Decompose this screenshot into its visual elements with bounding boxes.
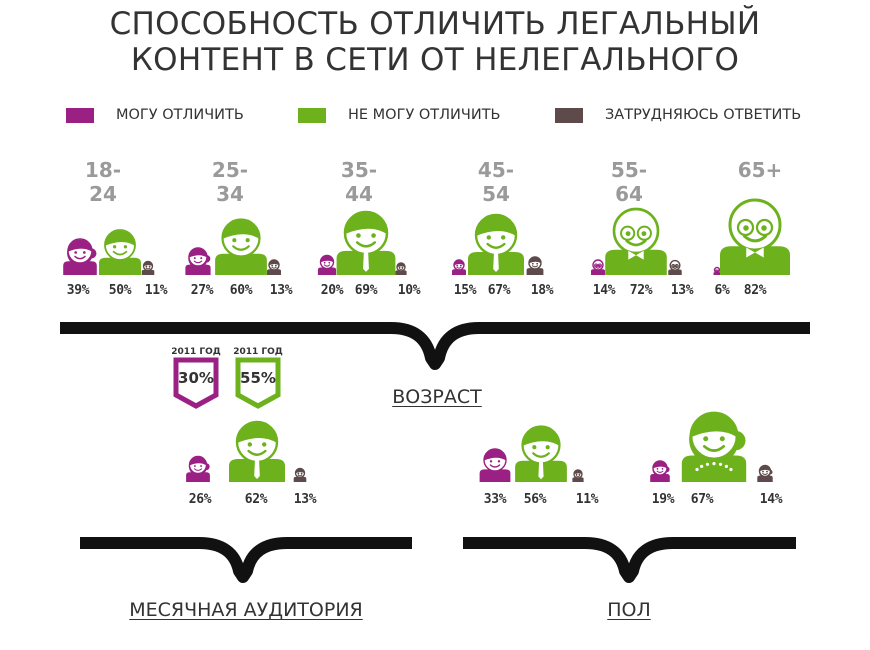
legend-swatch-green <box>298 107 326 123</box>
legend-swatch-purple <box>66 107 94 123</box>
person-55-64-unsure <box>668 259 682 275</box>
pct-female-can: 19% <box>651 492 675 507</box>
person-female-unsure <box>757 464 773 482</box>
pct-55-64-unsure: 13% <box>670 283 694 298</box>
tag-2011-can-value: 30% <box>178 369 214 387</box>
pct-female-unsure: 14% <box>759 492 783 507</box>
person-55-64-can <box>591 259 605 275</box>
person-male-can <box>479 448 511 482</box>
age-label-35-44: 35-44 <box>340 158 378 206</box>
section-label-monthly: МЕСЯЧНАЯ АУДИТОРИЯ <box>129 599 363 621</box>
person-monthly-unsure <box>293 467 307 482</box>
person-45-54-cannot <box>468 213 524 275</box>
pct-55-64-cannot: 72% <box>629 283 653 298</box>
tag-2011-can-year: 2011 ГОД <box>171 347 221 357</box>
person-35-44-cannot <box>336 210 396 275</box>
person-35-44-can <box>317 254 337 275</box>
section-label-gender: ПОЛ <box>607 599 651 621</box>
pct-female-cannot: 67% <box>690 492 714 507</box>
person-65plus-cannot <box>720 198 790 275</box>
person-35-44-unsure <box>395 262 407 275</box>
tag-2011-cannot-year: 2011 ГОД <box>233 347 283 357</box>
tag-2011-cannot-value: 55% <box>240 369 276 387</box>
legend-item-unsure: ЗАТРУДНЯЮСЬ ОТВЕТИТЬ <box>555 106 801 124</box>
age-label-25-34: 25-34 <box>211 158 249 206</box>
pct-45-54-cannot: 67% <box>487 283 511 298</box>
person-monthly-can <box>186 455 210 482</box>
legend-item-can: МОГУ ОТЛИЧИТЬ <box>66 106 244 124</box>
legend-label-unsure: ЗАТРУДНЯЮСЬ ОТВЕТИТЬ <box>605 107 802 123</box>
person-male-cannot <box>515 425 567 482</box>
person-25-34-unsure <box>267 259 281 275</box>
pct-male-can: 33% <box>483 492 507 507</box>
legend-label-cannot: НЕ МОГУ ОТЛИЧИТЬ <box>348 107 501 123</box>
person-45-54-unsure <box>526 256 544 275</box>
pct-25-34-cannot: 60% <box>229 283 253 298</box>
person-female-cannot <box>681 411 747 482</box>
person-18-24-unsure <box>141 260 155 275</box>
section-label-age: ВОЗРАСТ <box>392 386 482 408</box>
person-25-34-cannot <box>215 218 267 275</box>
pct-65plus-cannot: 82% <box>743 283 767 298</box>
chart-title-line-1: СПОСОБНОСТЬ ОТЛИЧИТЬ ЛЕГАЛЬНЫЙ <box>109 6 761 42</box>
pct-18-24-cannot: 50% <box>108 283 132 298</box>
pct-25-34-can: 27% <box>190 283 214 298</box>
person-45-54-can <box>452 259 466 275</box>
pct-65plus-can: 6% <box>714 283 730 298</box>
brace-monthly <box>80 537 412 583</box>
pct-35-44-can: 20% <box>320 283 344 298</box>
brace-gender <box>463 537 796 583</box>
legend-item-cannot: НЕ МОГУ ОТЛИЧИТЬ <box>298 106 501 124</box>
person-65plus-can <box>713 266 721 275</box>
pct-monthly-can: 26% <box>188 492 212 507</box>
pct-25-34-unsure: 13% <box>269 283 293 298</box>
age-label-55-64: 55-64 <box>610 158 648 206</box>
age-label-18-24: 18-24 <box>84 158 122 206</box>
pct-male-cannot: 56% <box>523 492 547 507</box>
tag-2011-cannot <box>235 357 281 409</box>
person-25-34-can <box>185 247 211 275</box>
pct-18-24-can: 39% <box>66 283 90 298</box>
pct-45-54-unsure: 18% <box>530 283 554 298</box>
person-female-can <box>650 460 670 482</box>
person-monthly-cannot <box>229 420 285 482</box>
pct-35-44-unsure: 10% <box>397 283 421 298</box>
age-label-45-54: 45-54 <box>477 158 515 206</box>
pct-35-44-cannot: 69% <box>354 283 378 298</box>
legend-label-can: МОГУ ОТЛИЧИТЬ <box>116 107 244 123</box>
pct-male-unsure: 11% <box>575 492 599 507</box>
brace-age <box>60 322 810 370</box>
pct-18-24-unsure: 11% <box>144 283 168 298</box>
legend-swatch-brown <box>555 107 583 123</box>
person-18-24-can <box>63 238 97 275</box>
pct-55-64-can: 14% <box>592 283 616 298</box>
person-55-64-cannot <box>605 207 667 275</box>
person-male-unsure <box>572 469 584 482</box>
person-18-24-cannot <box>99 229 141 275</box>
pct-monthly-cannot: 62% <box>244 492 268 507</box>
pct-45-54-can: 15% <box>453 283 477 298</box>
tag-2011-can <box>173 357 219 409</box>
chart-title-line-2: КОНТЕНТ В СЕТИ ОТ НЕЛЕГАЛЬНОГО <box>130 42 740 78</box>
pct-monthly-unsure: 13% <box>293 492 317 507</box>
age-label-65plus: 65+ <box>737 158 783 182</box>
